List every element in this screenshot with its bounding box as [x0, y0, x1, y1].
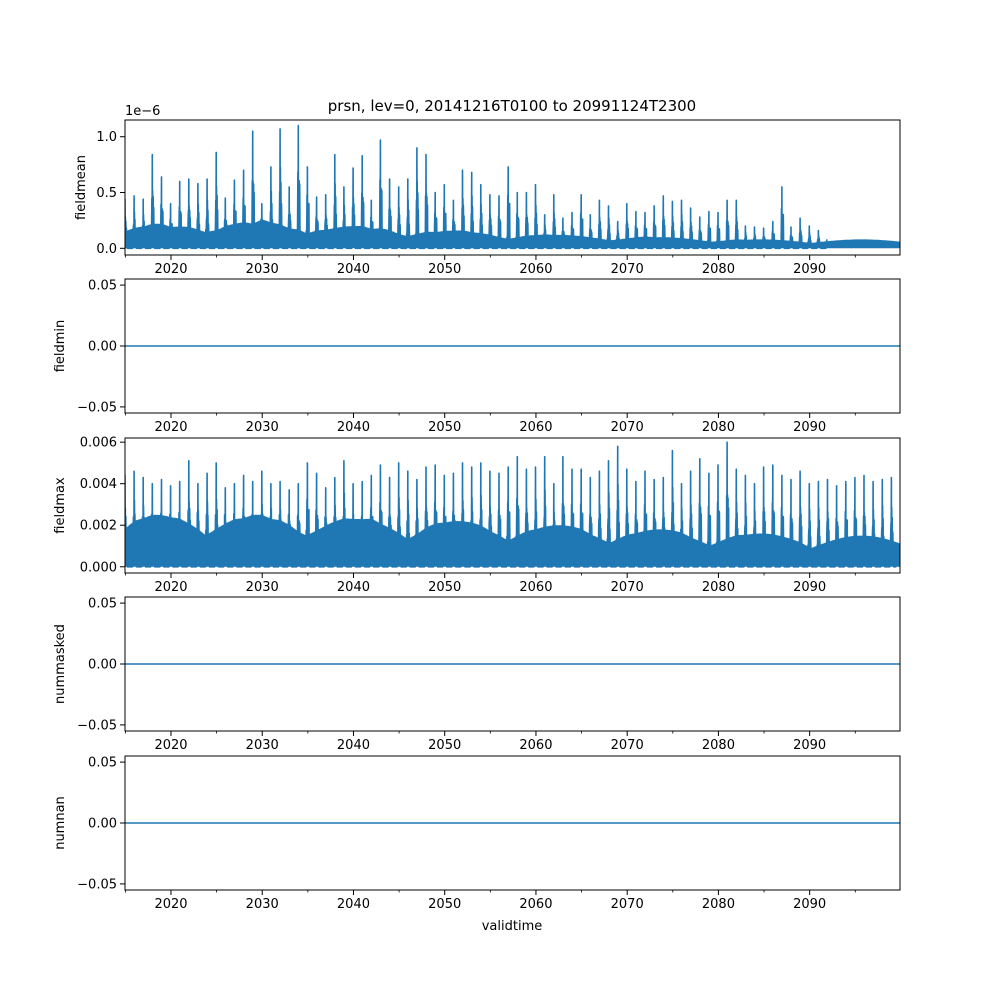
x-tick-label: 2080: [702, 420, 735, 435]
y-axis-label-fieldmax: fieldmax: [53, 477, 68, 534]
x-tick-label: 2020: [154, 580, 187, 595]
x-tick-label: 2070: [611, 420, 644, 435]
y-tick-label: 0.00: [88, 340, 117, 355]
x-tick-label: 2040: [337, 262, 370, 277]
x-tick-label: 2050: [428, 580, 461, 595]
x-tick-label: 2060: [519, 897, 552, 912]
x-tick-label: 2050: [428, 420, 461, 435]
x-tick-label: 2090: [793, 580, 826, 595]
x-tick-label: 2080: [702, 897, 735, 912]
panel-fieldmax: 2020 2030 2040 2050 2060 2070 2080 2090 0.000 0.0…: [53, 436, 901, 595]
y-tick-label: 0.000: [80, 560, 117, 575]
x-tick-label: 2080: [702, 580, 735, 595]
x-tick-label: 2030: [246, 738, 279, 753]
y-offset-text: 1e−6: [125, 104, 160, 119]
x-tick-label: 2030: [246, 580, 279, 595]
y-tick-label: 0.0: [96, 242, 117, 257]
y-tick-label: 0.05: [88, 597, 117, 612]
x-tick-label: 2090: [793, 262, 826, 277]
x-tick-label: 2070: [611, 262, 644, 277]
chart-title: prsn, lev=0, 20141216T0100 to 20991124T2…: [328, 97, 696, 115]
y-tick-label: 0.004: [80, 477, 117, 492]
x-tick-label: 2050: [428, 262, 461, 277]
axes-frame: [124, 119, 901, 256]
y-tick-label: 0.006: [80, 436, 117, 451]
x-tick-label: 2030: [246, 897, 279, 912]
panel-numnan: 2020 2030 2040 2050 2060 2070 2080 2090 −0.05 0.0…: [53, 755, 901, 912]
y-tick-label: 0.05: [88, 756, 117, 771]
x-tick-label: 2040: [337, 420, 370, 435]
axes-frame: [124, 437, 901, 574]
y-tick-label: 0.00: [88, 817, 117, 832]
y-tick-label: 0.00: [88, 658, 117, 673]
x-tick-label: 2050: [428, 897, 461, 912]
y-tick-label: 0.002: [80, 519, 117, 534]
x-axis-label: validtime: [482, 919, 543, 934]
x-tick-label: 2070: [611, 580, 644, 595]
panel-fieldmean: 2020 2030 2040 2050 2060 2070 2080 2090 0.0 0.5 1.…: [74, 104, 901, 277]
x-tick-label: 2030: [246, 420, 279, 435]
x-tick-label: 2020: [154, 262, 187, 277]
x-tick-label: 2060: [519, 580, 552, 595]
y-tick-label: 0.05: [88, 279, 117, 294]
x-tick-label: 2020: [154, 897, 187, 912]
x-tick-label: 2080: [702, 262, 735, 277]
x-tick-label: 2070: [611, 738, 644, 753]
x-tick-label: 2040: [337, 580, 370, 595]
x-tick-label: 2060: [519, 738, 552, 753]
x-tick-label: 2040: [337, 738, 370, 753]
x-tick-label: 2060: [519, 420, 552, 435]
y-tick-label: −0.05: [77, 400, 117, 415]
y-axis-label-numnan: numnan: [53, 796, 68, 850]
x-tick-label: 2080: [702, 738, 735, 753]
panel-nummasked: 2020 2030 2040 2050 2060 2070 2080 2090 −0.05 0.0…: [53, 596, 901, 753]
x-tick-label: 2090: [793, 738, 826, 753]
x-tick-label: 2090: [793, 897, 826, 912]
x-tick-label: 2050: [428, 738, 461, 753]
y-tick-label: −0.05: [77, 718, 117, 733]
x-tick-label: 2020: [154, 738, 187, 753]
panel-fieldmin: 2020 2030 2040 2050 2060 2070 2080 2090 −0.05 0.0…: [53, 278, 901, 435]
y-axis-label-fieldmean: fieldmean: [74, 155, 89, 220]
x-tick-label: 2020: [154, 420, 187, 435]
y-tick-label: −0.05: [77, 877, 117, 892]
x-tick-label: 2060: [519, 262, 552, 277]
x-tick-label: 2090: [793, 420, 826, 435]
y-axis-label-nummasked: nummasked: [53, 624, 68, 704]
y-tick-label: 0.5: [96, 186, 117, 201]
y-axis-label-fieldmin: fieldmin: [53, 320, 68, 373]
x-tick-label: 2070: [611, 897, 644, 912]
panels: 2020 2030 2040 2050 2060 2070 2080 2090 0.0 0.5 1.…: [53, 104, 901, 912]
y-tick-label: 1.0: [96, 130, 117, 145]
x-tick-label: 2040: [337, 897, 370, 912]
x-tick-label: 2030: [246, 262, 279, 277]
